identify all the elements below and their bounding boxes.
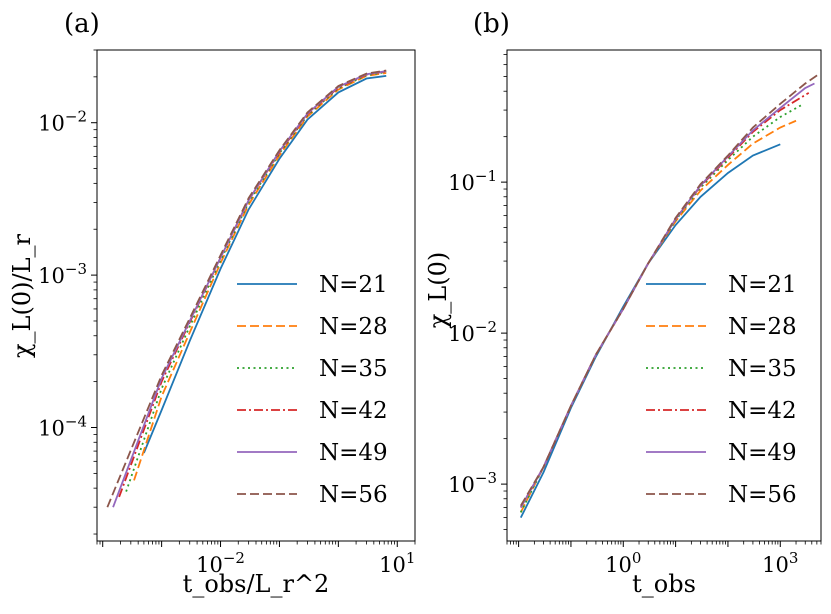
legend-label: N=42 [319,398,388,424]
legend-label: N=35 [728,356,797,382]
series-line-n-56 [520,73,820,507]
y-tick-label: 10−2 [38,108,87,136]
series-line-n-56 [106,69,387,508]
x-axis-title: t_obs/L_r^2 [183,570,330,598]
legend-label: N=56 [728,482,797,508]
series-lines [106,69,387,508]
series-line-n-21 [143,74,387,454]
legend-label: N=28 [728,314,797,340]
x-tick-label: 103 [762,549,798,577]
y-axis-title: χ_L(0)/L_r [8,233,36,358]
panel-label: (b) [473,9,510,39]
legend-label: N=21 [319,272,388,298]
chart-panel-b: 100 103 10−3 10−2 10−1 χ_L(0) t_obs (b) N=21 N=28… [424,9,822,598]
series-line-n-28 [133,72,387,481]
y-axis-title: χ_L(0) [424,252,452,328]
chart-panel-a: 10−2 101 10−4 10−3 10−2 χ_L(0)/L_r t_obs/L_r^2… [8,9,416,598]
legend-label: N=42 [728,398,797,424]
legend: N=21 N=28 N=35 N=42 N=49 N=56 [646,272,797,508]
x-tick-label: 100 [605,549,641,577]
x-axis-title: t_obs [632,570,696,598]
legend-label: N=28 [319,314,388,340]
y-tick-label: 10−1 [448,167,497,195]
legend-label: N=21 [728,272,797,298]
series-lines [519,73,820,519]
y-tick-label: 10−3 [448,469,497,497]
legend-label: N=49 [728,440,797,466]
x-tick-label: 10−2 [196,549,245,577]
x-tick-label: 101 [379,549,415,577]
legend-label: N=35 [319,356,388,382]
panel-label: (a) [64,9,100,39]
legend-label: N=56 [319,482,388,508]
y-tick-label: 10−4 [38,413,87,441]
y-tick-label: 10−3 [38,260,87,288]
legend-label: N=49 [319,440,388,466]
y-tick-label: 10−2 [448,318,497,346]
legend: N=21 N=28 N=35 N=42 N=49 N=56 [237,272,388,508]
